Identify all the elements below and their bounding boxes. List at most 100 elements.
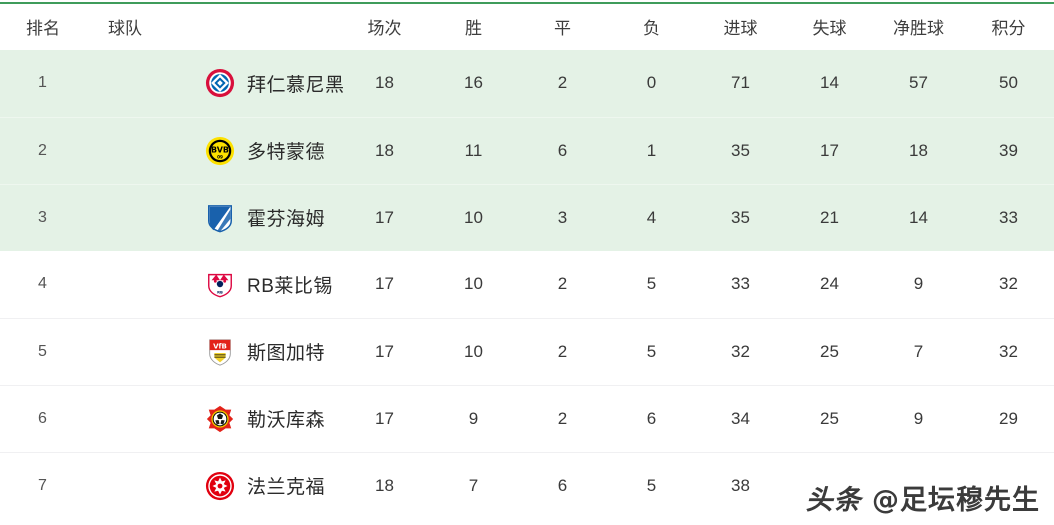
cell-goals-for: 32 xyxy=(696,317,785,385)
cell-drawn: 2 xyxy=(518,384,607,452)
cell-played: 18 xyxy=(340,451,429,519)
table-row[interactable]: 7 法兰克福 18 7 6 5 xyxy=(0,451,1054,519)
cell-goals-against: 25 xyxy=(785,384,874,452)
cell-rank: 3 xyxy=(0,183,100,251)
cell-goal-diff: 57 xyxy=(874,50,963,117)
cell-won: 10 xyxy=(429,251,518,318)
team-name: 勒沃库森 xyxy=(247,410,326,431)
cell-goals-for: 35 xyxy=(696,183,785,251)
cell-goals-against: 14 xyxy=(785,50,874,117)
table-row[interactable]: 5 VfB 斯图加特 17 10 2 xyxy=(0,317,1054,385)
cell-team: 法兰克福 xyxy=(100,451,340,519)
cell-goals-for: 33 xyxy=(696,251,785,318)
cell-played: 17 xyxy=(340,384,429,452)
table-row[interactable]: 4 RB RB莱比锡 17 10 xyxy=(0,251,1054,318)
column-header-goal-difference[interactable]: 净胜球 xyxy=(874,2,963,50)
table-row[interactable]: 6 勒沃库森 17 xyxy=(0,384,1054,452)
cell-played: 18 xyxy=(340,50,429,117)
cell-team: RB RB莱比锡 xyxy=(100,251,340,318)
column-header-points[interactable]: 积分 xyxy=(963,2,1054,50)
cell-goals-for: 35 xyxy=(696,116,785,184)
cell-goal-diff: 9 xyxy=(874,251,963,318)
cell-lost: 5 xyxy=(607,317,696,385)
cell-won: 7 xyxy=(429,451,518,519)
cell-rank: 2 xyxy=(0,116,100,184)
cell-rank: 7 xyxy=(0,451,100,519)
eintracht-frankfurt-crest xyxy=(205,471,235,500)
column-header-goals-for[interactable]: 进球 xyxy=(696,2,785,50)
table-header: 排名 球队 场次 胜 平 负 进球 失球 净胜球 积分 xyxy=(0,2,1054,50)
column-header-lost[interactable]: 负 xyxy=(607,2,696,50)
team-name: 法兰克福 xyxy=(247,477,326,499)
team-name: 霍芬海姆 xyxy=(247,209,326,231)
cell-drawn: 6 xyxy=(518,116,607,184)
cell-team: 勒沃库森 xyxy=(100,384,340,452)
cell-goals-for: 71 xyxy=(696,50,785,117)
cell-goals-against: 21 xyxy=(785,183,874,251)
cell-rank: 5 xyxy=(0,317,100,385)
cell-played: 18 xyxy=(340,116,429,184)
cell-rank: 1 xyxy=(0,50,100,117)
svg-text:RB: RB xyxy=(217,291,223,295)
cell-lost: 6 xyxy=(607,384,696,452)
cell-points: 50 xyxy=(963,50,1054,117)
cell-lost: 1 xyxy=(607,116,696,184)
hoffenheim-crest xyxy=(208,204,232,233)
cell-goal-diff: 14 xyxy=(874,183,963,251)
cell-lost: 4 xyxy=(607,183,696,251)
column-header-goals-against[interactable]: 失球 xyxy=(785,2,874,50)
cell-drawn: 6 xyxy=(518,451,607,519)
cell-rank: 4 xyxy=(0,251,100,318)
cell-team: 霍芬海姆 xyxy=(100,183,340,251)
cell-won: 9 xyxy=(429,384,518,452)
team-name: 多特蒙德 xyxy=(247,142,326,163)
cell-rank: 6 xyxy=(0,384,100,452)
header-row: 排名 球队 场次 胜 平 负 进球 失球 净胜球 积分 xyxy=(0,2,1054,50)
cell-goals-against: 17 xyxy=(785,116,874,184)
cell-goals-against: 25 xyxy=(785,317,874,385)
cell-won: 10 xyxy=(429,183,518,251)
column-header-team[interactable]: 球队 xyxy=(100,2,340,50)
cell-points: 32 xyxy=(963,317,1054,385)
column-header-played[interactable]: 场次 xyxy=(340,2,429,50)
cell-drawn: 2 xyxy=(518,251,607,318)
cell-drawn: 3 xyxy=(518,183,607,251)
borussia-dortmund-crest: BVB 09 xyxy=(205,136,235,165)
column-header-rank[interactable]: 排名 xyxy=(0,2,100,50)
cell-goal-diff: 9 xyxy=(874,384,963,452)
cell-points: 29 xyxy=(963,384,1054,452)
team-name: RB莱比锡 xyxy=(247,275,333,297)
svg-text:BVB: BVB xyxy=(211,145,229,154)
svg-text:VfB: VfB xyxy=(213,341,227,350)
column-header-won[interactable]: 胜 xyxy=(429,2,518,50)
svg-text:09: 09 xyxy=(217,154,223,159)
table-row[interactable]: 2 BVB 09 多特蒙德 18 11 6 xyxy=(0,116,1054,184)
cell-won: 11 xyxy=(429,116,518,184)
cell-points: 32 xyxy=(963,251,1054,318)
table-row[interactable]: 1 拜仁慕尼黑 18 16 xyxy=(0,50,1054,117)
cell-points: 33 xyxy=(963,183,1054,251)
cell-lost: 5 xyxy=(607,451,696,519)
stuttgart-crest: VfB xyxy=(209,338,231,366)
cell-drawn: 2 xyxy=(518,317,607,385)
cell-team: VfB 斯图加特 xyxy=(100,317,340,385)
cell-drawn: 2 xyxy=(518,50,607,117)
table-body: 1 拜仁慕尼黑 18 16 xyxy=(0,50,1054,519)
table-row[interactable]: 3 霍芬海姆 17 10 3 4 35 21 xyxy=(0,183,1054,251)
bayer-leverkusen-crest xyxy=(206,405,234,432)
cell-lost: 5 xyxy=(607,251,696,318)
cell-won: 10 xyxy=(429,317,518,385)
cell-goal-diff xyxy=(874,451,963,519)
column-header-drawn[interactable]: 平 xyxy=(518,2,607,50)
team-name: 拜仁慕尼黑 xyxy=(247,74,345,96)
cell-played: 17 xyxy=(340,183,429,251)
bayern-munich-crest xyxy=(205,69,235,98)
cell-goals-for: 38 xyxy=(696,451,785,519)
team-name: 斯图加特 xyxy=(247,343,326,364)
cell-points: 39 xyxy=(963,116,1054,184)
cell-goals-against: 24 xyxy=(785,251,874,318)
cell-goal-diff: 18 xyxy=(874,116,963,184)
cell-goals-for: 34 xyxy=(696,384,785,452)
